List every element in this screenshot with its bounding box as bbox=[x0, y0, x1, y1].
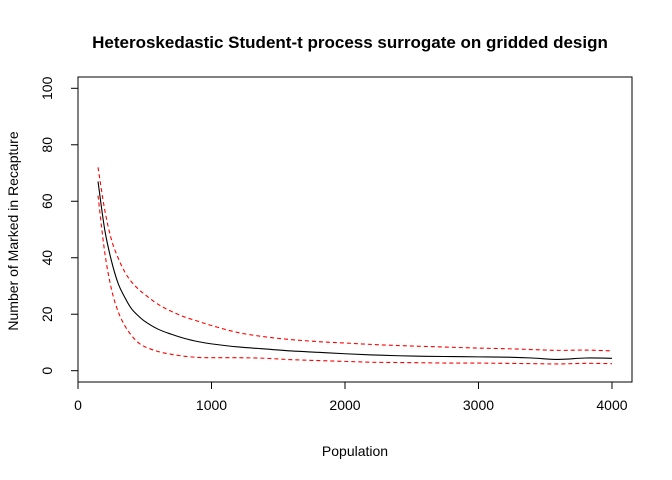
y-axis: 0 20 40 60 80 100 bbox=[39, 76, 79, 375]
series-upper-bound-line bbox=[97, 167, 612, 352]
y-tick-label: 0 bbox=[39, 367, 55, 375]
series-mean-line bbox=[97, 181, 612, 360]
x-axis: 0 1000 2000 3000 4000 bbox=[74, 381, 628, 413]
x-tick-label: 4000 bbox=[596, 397, 627, 413]
x-tick-label: 0 bbox=[74, 397, 82, 413]
chart-title: Heteroskedastic Student-t process surrog… bbox=[92, 33, 608, 52]
y-axis-label: Number of Marked in Recapture bbox=[5, 131, 21, 330]
x-tick-label: 1000 bbox=[196, 397, 227, 413]
y-tick-label: 80 bbox=[39, 137, 55, 153]
x-axis-label: Population bbox=[322, 443, 388, 459]
series-lower-bound-line bbox=[97, 195, 612, 365]
x-tick-label: 3000 bbox=[463, 397, 494, 413]
y-tick-label: 100 bbox=[39, 76, 55, 100]
y-tick-label: 60 bbox=[39, 193, 55, 209]
plot-frame bbox=[77, 76, 633, 383]
series-layer bbox=[97, 167, 612, 365]
x-tick-label: 2000 bbox=[329, 397, 360, 413]
y-tick-label: 20 bbox=[39, 306, 55, 322]
y-tick-label: 40 bbox=[39, 250, 55, 266]
